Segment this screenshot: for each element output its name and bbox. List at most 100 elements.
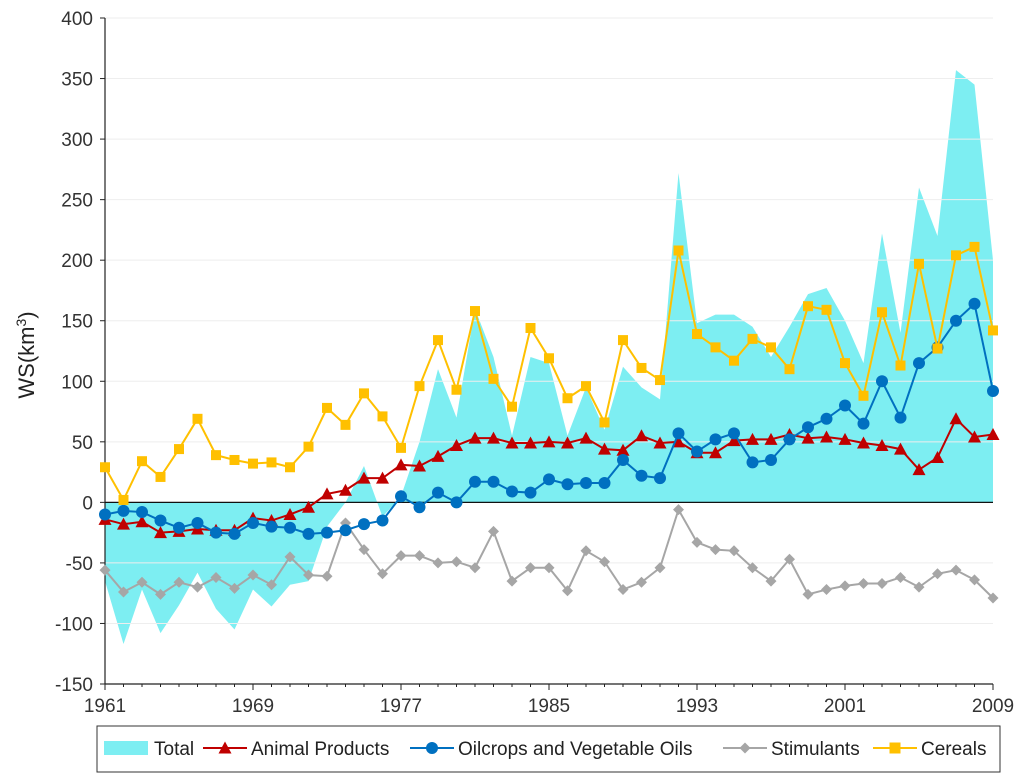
y-tick-label-11: 400 xyxy=(61,9,93,30)
point-cereals-2002 xyxy=(858,390,869,401)
point-cereals-1964 xyxy=(155,471,166,482)
point-oilcrops-and-vegetable-oils-1992 xyxy=(672,427,685,440)
point-cereals-1994 xyxy=(710,342,721,353)
point-cereals-1980 xyxy=(451,384,462,395)
point-animal-products-1987 xyxy=(579,431,593,444)
point-stimulants-1987 xyxy=(580,545,592,557)
point-oilcrops-and-vegetable-oils-1971 xyxy=(284,521,296,534)
point-cereals-1995 xyxy=(729,355,739,366)
point-oilcrops-and-vegetable-oils-1997 xyxy=(765,453,777,466)
point-animal-products-2009 xyxy=(986,428,1000,441)
point-oilcrops-and-vegetable-oils-1994 xyxy=(709,433,722,446)
point-stimulants-1994 xyxy=(710,544,721,556)
point-animal-products-1999 xyxy=(801,431,815,444)
point-stimulants-1988 xyxy=(599,556,610,568)
point-animal-products-1989 xyxy=(616,443,630,456)
gridlines xyxy=(105,17,993,624)
point-oilcrops-and-vegetable-oils-1965 xyxy=(173,521,185,534)
x-tick-label-6: 2009 xyxy=(972,696,1014,717)
x-tick-label-2: 1977 xyxy=(380,696,422,717)
point-cereals-1972 xyxy=(303,441,314,452)
point-oilcrops-and-vegetable-oils-2001 xyxy=(839,399,851,412)
x-tick-label-1: 1969 xyxy=(232,696,274,717)
point-cereals-1976 xyxy=(377,411,388,422)
point-oilcrops-and-vegetable-oils-1998 xyxy=(783,433,796,446)
point-stimulants-2004 xyxy=(895,571,906,583)
point-animal-products-1994 xyxy=(709,446,722,459)
point-cereals-1973 xyxy=(322,402,332,413)
point-cereals-1974 xyxy=(340,419,351,430)
point-animal-products-1984 xyxy=(524,436,537,449)
point-cereals-1984 xyxy=(525,322,536,333)
point-oilcrops-and-vegetable-oils-1977 xyxy=(395,490,407,503)
point-oilcrops-and-vegetable-oils-2003 xyxy=(876,375,888,388)
point-oilcrops-and-vegetable-oils-1973 xyxy=(321,526,333,539)
point-cereals-1979 xyxy=(433,335,443,346)
point-oilcrops-and-vegetable-oils-1962 xyxy=(117,504,130,517)
point-cereals-1961 xyxy=(100,462,110,473)
y-tick-label-6: 150 xyxy=(61,312,93,333)
y-tick-label-1: -100 xyxy=(55,614,93,635)
legend-item-oilcrops-and-vegetable-oils: Oilcrops and Vegetable Oils xyxy=(410,739,692,760)
point-animal-products-1996 xyxy=(746,432,759,445)
point-stimulants-1981 xyxy=(469,562,481,574)
point-oilcrops-and-vegetable-oils-1970 xyxy=(265,520,278,533)
point-cereals-1971 xyxy=(285,462,295,473)
point-stimulants-1962 xyxy=(118,586,129,598)
point-stimulants-1993 xyxy=(691,536,703,548)
y-tick-label-7: 200 xyxy=(61,251,93,272)
legend-marker-stimulants xyxy=(739,742,751,754)
point-cereals-1967 xyxy=(211,450,221,461)
point-cereals-1978 xyxy=(414,381,425,392)
point-stimulants-1965 xyxy=(173,576,185,588)
point-stimulants-1971 xyxy=(284,551,296,563)
point-animal-products-1990 xyxy=(635,429,648,442)
legend-label-animal-products: Animal Products xyxy=(251,739,389,760)
point-cereals-1977 xyxy=(396,442,406,453)
legend: Total Animal Products Oilcrops and Vegetab… xyxy=(96,725,1001,773)
point-stimulants-1983 xyxy=(506,575,518,587)
point-stimulants-1968 xyxy=(229,582,240,594)
point-oilcrops-and-vegetable-oils-1978 xyxy=(413,501,426,514)
point-stimulants-2001 xyxy=(839,580,851,592)
legend-marker-cereals xyxy=(889,742,901,754)
point-animal-products-2005 xyxy=(912,463,926,476)
legend-item-total: Total xyxy=(104,739,194,760)
x-tick-label-5: 2001 xyxy=(824,696,866,717)
point-cereals-2007 xyxy=(951,250,961,261)
point-stimulants-1969 xyxy=(247,569,259,581)
point-oilcrops-and-vegetable-oils-1967 xyxy=(210,526,222,539)
point-stimulants-1975 xyxy=(358,544,370,556)
point-oilcrops-and-vegetable-oils-1983 xyxy=(506,485,518,498)
point-stimulants-1984 xyxy=(525,562,536,574)
point-animal-products-1985 xyxy=(542,435,556,448)
point-stimulants-2009 xyxy=(987,592,999,604)
point-animal-products-2006 xyxy=(931,451,944,464)
point-stimulants-1978 xyxy=(414,550,425,562)
point-cereals-1981 xyxy=(470,306,480,317)
point-animal-products-1992 xyxy=(672,435,685,448)
point-stimulants-1973 xyxy=(321,570,333,582)
legend-swatch-total xyxy=(104,741,148,755)
legend-marker-oilcrops-and-vegetable-oils xyxy=(426,742,438,754)
point-animal-products-1963 xyxy=(135,515,149,528)
legend-label-total: Total xyxy=(154,739,194,760)
y-tick-label-5: 100 xyxy=(61,372,93,393)
point-cereals-1999 xyxy=(803,301,813,312)
point-oilcrops-and-vegetable-oils-1972 xyxy=(302,527,315,540)
point-oilcrops-and-vegetable-oils-1974 xyxy=(339,524,352,537)
point-animal-products-1972 xyxy=(302,500,315,513)
point-oilcrops-and-vegetable-oils-1987 xyxy=(580,476,592,489)
point-stimulants-1998 xyxy=(784,553,795,565)
legend-item-animal-products: Animal Products xyxy=(203,739,389,760)
point-oilcrops-and-vegetable-oils-1995 xyxy=(728,427,740,440)
point-stimulants-1964 xyxy=(155,588,166,600)
y-tick-label-9: 300 xyxy=(61,130,93,151)
point-stimulants-2006 xyxy=(932,568,943,580)
legend-item-stimulants: Stimulants xyxy=(723,739,860,760)
point-cereals-1998 xyxy=(784,364,795,375)
point-animal-products-1978 xyxy=(413,459,426,472)
point-stimulants-1999 xyxy=(802,588,814,600)
point-oilcrops-and-vegetable-oils-1981 xyxy=(469,475,481,488)
